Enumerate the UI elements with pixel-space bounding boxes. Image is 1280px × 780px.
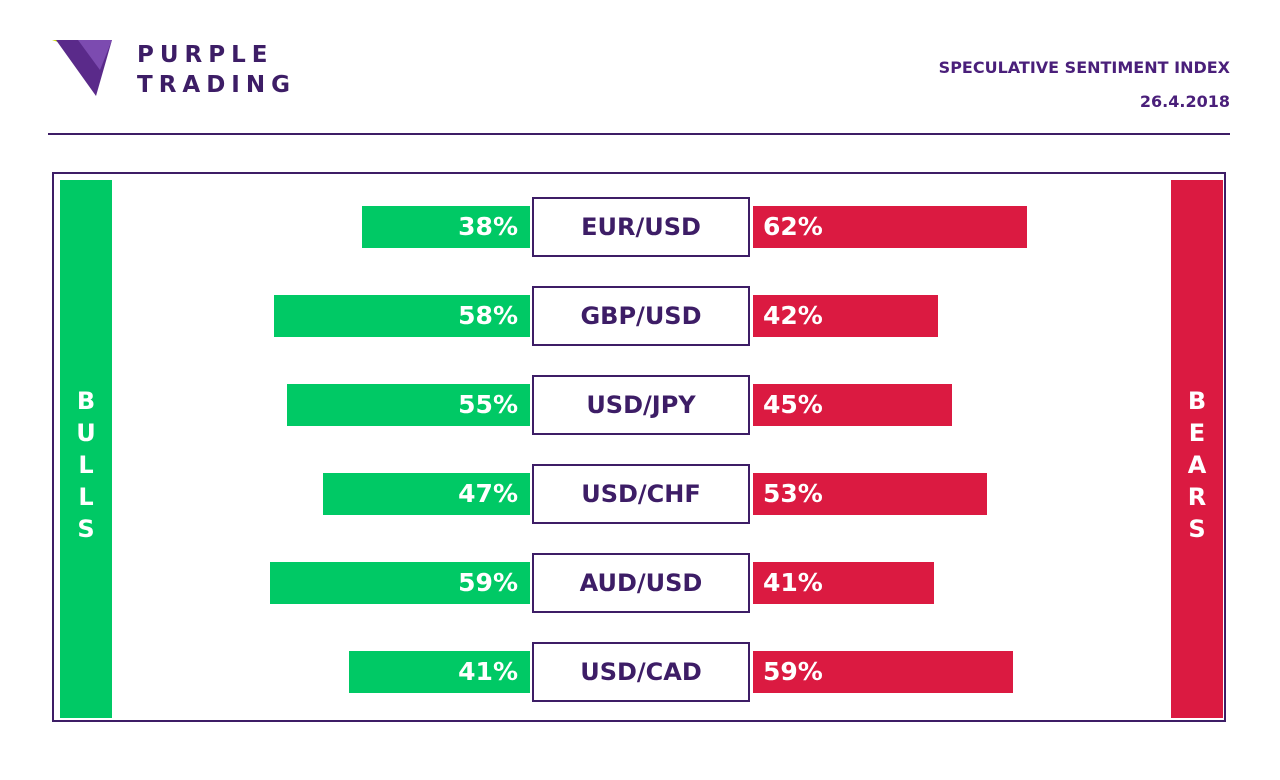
bull-percent-label: 55% bbox=[458, 390, 518, 419]
bull-bar bbox=[349, 651, 530, 693]
bear-percent-label: 62% bbox=[763, 212, 823, 241]
bull-bar bbox=[270, 562, 530, 604]
bull-percent-label: 47% bbox=[458, 479, 518, 508]
pair-row: 47% 53% USD/CHF bbox=[0, 464, 1280, 526]
bull-percent-label: 41% bbox=[458, 657, 518, 686]
bull-bar bbox=[323, 473, 530, 515]
currency-pair-label: USD/CAD bbox=[532, 642, 750, 702]
bull-bar bbox=[287, 384, 530, 426]
brand-line-1: PURPLE bbox=[137, 42, 274, 68]
bull-percent-label: 58% bbox=[458, 301, 518, 330]
currency-pair-label: EUR/USD bbox=[532, 197, 750, 257]
bear-bar bbox=[753, 473, 987, 515]
bear-percent-label: 42% bbox=[763, 301, 823, 330]
bull-percent-label: 59% bbox=[458, 568, 518, 597]
bear-bar bbox=[753, 384, 952, 426]
bear-percent-label: 45% bbox=[763, 390, 823, 419]
report-date: 26.4.2018 bbox=[1139, 92, 1230, 111]
chart-frame bbox=[52, 172, 1226, 722]
brand-line-2: TRADING bbox=[137, 72, 296, 98]
bear-percent-label: 53% bbox=[763, 479, 823, 508]
header-divider bbox=[48, 133, 1230, 135]
purple-trading-logo bbox=[52, 40, 112, 96]
currency-pair-label: GBP/USD bbox=[532, 286, 750, 346]
page-title: SPECULATIVE SENTIMENT INDEX bbox=[938, 58, 1230, 77]
bull-percent-label: 38% bbox=[458, 212, 518, 241]
bull-bar bbox=[274, 295, 530, 337]
currency-pair-label: USD/JPY bbox=[532, 375, 750, 435]
currency-pair-label: USD/CHF bbox=[532, 464, 750, 524]
pair-row: 59% 41% AUD/USD bbox=[0, 553, 1280, 615]
bear-percent-label: 59% bbox=[763, 657, 823, 686]
pair-row: 55% 45% USD/JPY bbox=[0, 375, 1280, 437]
bear-bar bbox=[753, 206, 1027, 248]
bull-bar bbox=[362, 206, 530, 248]
pair-row: 41% 59% USD/CAD bbox=[0, 642, 1280, 704]
bear-bar bbox=[753, 562, 934, 604]
brand-name: PURPLE TRADING bbox=[137, 40, 296, 100]
currency-pair-label: AUD/USD bbox=[532, 553, 750, 613]
bear-bar bbox=[753, 651, 1013, 693]
bear-bar bbox=[753, 295, 938, 337]
pair-row: 58% 42% GBP/USD bbox=[0, 286, 1280, 348]
pair-row: 38% 62% EUR/USD bbox=[0, 197, 1280, 259]
bear-percent-label: 41% bbox=[763, 568, 823, 597]
